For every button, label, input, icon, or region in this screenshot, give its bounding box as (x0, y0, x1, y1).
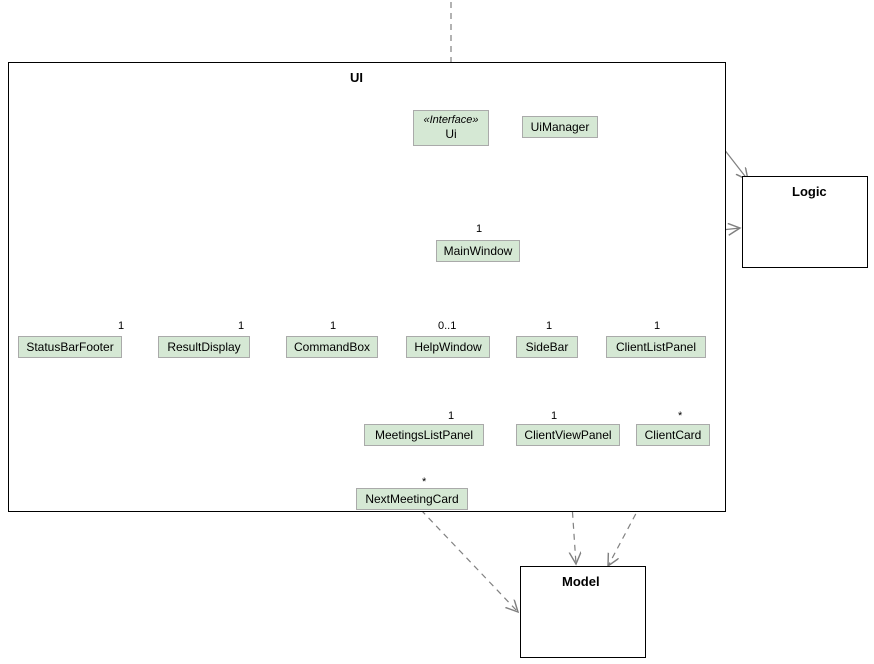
edge-multiplicity: 0..1 (438, 320, 456, 332)
package-ui-title: UI (350, 70, 363, 85)
diagram-canvas: UI Logic Model «Interface» Ui UiManager … (0, 0, 874, 664)
edge-multiplicity: 1 (448, 410, 454, 422)
package-logic-title: Logic (792, 184, 827, 199)
node-sidebar: SideBar (516, 336, 578, 358)
node-ui-interface: «Interface» Ui (413, 110, 489, 146)
edge-multiplicity: * (422, 476, 426, 488)
edge-multiplicity: * (678, 410, 682, 422)
node-commandbox: CommandBox (286, 336, 378, 358)
node-clientcard: ClientCard (636, 424, 710, 446)
node-meetingslistpanel: MeetingsListPanel (364, 424, 484, 446)
edge-multiplicity: 1 (546, 320, 552, 332)
node-nextmeetingcard: NextMeetingCard (356, 488, 468, 510)
edge-multiplicity: 1 (330, 320, 336, 332)
package-model-title: Model (562, 574, 600, 589)
edge-multiplicity: 1 (476, 223, 482, 235)
node-uimanager: UiManager (522, 116, 598, 138)
edge-multiplicity: 1 (238, 320, 244, 332)
node-mainwindow: MainWindow (436, 240, 520, 262)
node-clientviewpanel: ClientViewPanel (516, 424, 620, 446)
edge-multiplicity: 1 (654, 320, 660, 332)
node-helpwindow: HelpWindow (406, 336, 490, 358)
edge-multiplicity: 1 (551, 410, 557, 422)
node-resultdisplay: ResultDisplay (158, 336, 250, 358)
node-ui-interface-label: Ui (420, 127, 482, 141)
edge-multiplicity: 1 (118, 320, 124, 332)
node-statusbarfooter: StatusBarFooter (18, 336, 122, 358)
node-ui-interface-stereotype: «Interface» (420, 114, 482, 127)
node-clientlistpanel: ClientListPanel (606, 336, 706, 358)
